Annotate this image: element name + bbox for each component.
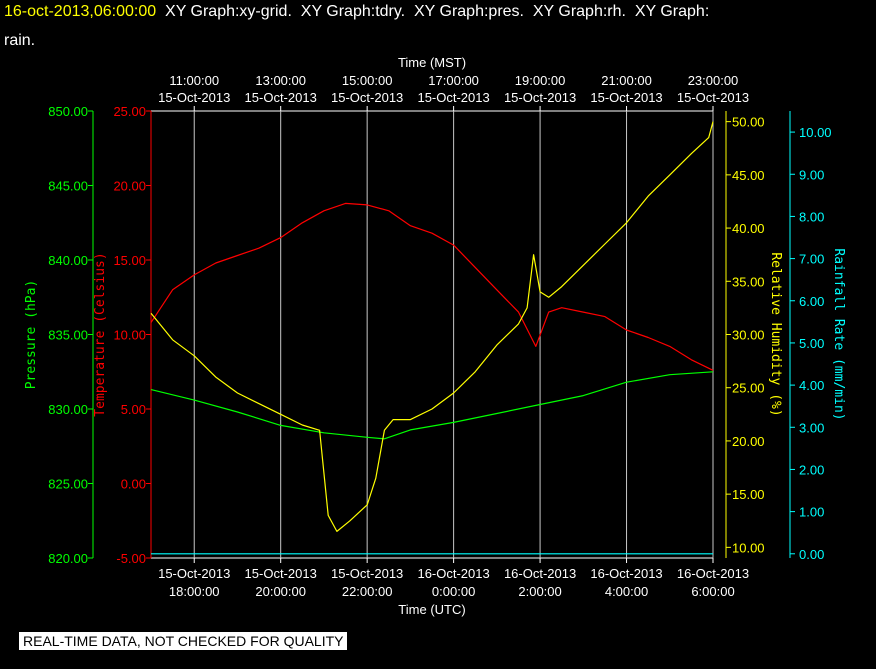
y-tick-label-rain: 8.00: [799, 209, 824, 224]
top-tick-label-date: 15-Oct-2013: [677, 90, 749, 105]
top-tick-label-date: 15-Oct-2013: [331, 90, 403, 105]
top-tick-label-time: 21:00:00: [601, 73, 652, 88]
y-tick-label-tdry: -5.00: [116, 551, 146, 566]
bottom-tick-label-date: 16-Oct-2013: [677, 566, 749, 581]
series-line-pres: [150, 371, 714, 440]
y-tick-label-pres: 825.00: [48, 477, 88, 492]
y-tick-label-tdry: 5.00: [121, 402, 146, 417]
y-tick-label-tdry: 15.00: [113, 253, 146, 268]
top-tick-label-time: 15:00:00: [342, 73, 393, 88]
chart-title: 16-oct-2013,06:00:00 XY Graph:xy-grid. X…: [4, 3, 709, 21]
top-tick-label-date: 15-Oct-2013: [158, 90, 230, 105]
y-tick-label-rh: 40.00: [732, 221, 765, 236]
chart-title-line2: rain.: [4, 32, 36, 49]
y-tick-label-pres: 820.00: [48, 551, 88, 566]
y-tick-label-rain: 0.00: [799, 547, 824, 562]
y-tick-label-rh: 30.00: [732, 328, 765, 343]
quality-disclaimer: REAL-TIME DATA, NOT CHECKED FOR QUALITY: [19, 632, 348, 650]
y-tick-label-rh: 35.00: [732, 274, 765, 289]
y-tick-label-pres: 845.00: [48, 179, 88, 194]
y-tick-label-rh: 15.00: [732, 487, 765, 502]
bottom-tick-label-date: 15-Oct-2013: [331, 566, 403, 581]
y-tick-label-tdry: 25.00: [113, 104, 146, 119]
title-graph-list: XY Graph:xy-grid. XY Graph:tdry. XY Grap…: [156, 3, 710, 20]
bottom-axis-label: Time (UTC): [398, 602, 465, 617]
top-tick-label-date: 15-Oct-2013: [590, 90, 662, 105]
y-tick-label-rain: 5.00: [799, 336, 824, 351]
bottom-tick-label-time: 2:00:00: [518, 584, 561, 599]
series-line-tdry: [150, 202, 714, 371]
y-tick-label-rain: 3.00: [799, 420, 824, 435]
series-line-rh: [150, 121, 714, 533]
bottom-tick-label-date: 15-Oct-2013: [245, 566, 317, 581]
bottom-tick-label-date: 16-Oct-2013: [590, 566, 662, 581]
y-tick-label-pres: 850.00: [48, 104, 88, 119]
y-tick-label-tdry: 0.00: [121, 477, 146, 492]
top-tick-label-time: 11:00:00: [169, 73, 219, 88]
bottom-tick-label-time: 20:00:00: [255, 584, 306, 599]
y-axis-title-rh: Relative Humidity (%): [768, 252, 783, 416]
y-tick-label-rain: 2.00: [799, 462, 824, 477]
top-axis-label: Time (MST): [398, 55, 466, 70]
top-tick-label-time: 17:00:00: [428, 73, 479, 88]
y-tick-label-pres: 835.00: [48, 328, 88, 343]
bottom-tick-label-time: 18:00:00: [169, 584, 220, 599]
top-tick-label-time: 19:00:00: [515, 73, 566, 88]
y-tick-label-rain: 9.00: [799, 167, 824, 182]
title-timestamp: 16-oct-2013,06:00:00: [4, 3, 157, 20]
plot-area: [150, 110, 714, 559]
y-tick-label-rain: 7.00: [799, 252, 824, 267]
top-tick-label-date: 15-Oct-2013: [245, 90, 317, 105]
y-tick-label-rain: 4.00: [799, 378, 824, 393]
bottom-tick-label-time: 6:00:00: [691, 584, 734, 599]
y-axis-title-rain: Rainfall Rate (mm/min): [831, 248, 846, 420]
y-tick-label-rh: 25.00: [732, 381, 765, 396]
y-axis-title-pres: Pressure (hPa): [24, 280, 39, 390]
y-tick-label-rh: 45.00: [732, 168, 765, 183]
y-tick-label-pres: 830.00: [48, 402, 88, 417]
y-tick-label-rh: 20.00: [732, 434, 765, 449]
y-tick-label-rain: 10.00: [799, 125, 832, 140]
y-tick-label-rh: 50.00: [732, 115, 765, 130]
top-tick-label-date: 15-Oct-2013: [417, 90, 489, 105]
top-tick-label-date: 15-Oct-2013: [504, 90, 576, 105]
bottom-tick-label-date: 16-Oct-2013: [417, 566, 489, 581]
y-tick-label-rain: 6.00: [799, 294, 824, 309]
y-tick-label-tdry: 20.00: [113, 179, 146, 194]
y-tick-label-tdry: 10.00: [113, 328, 146, 343]
bottom-tick-label-date: 16-Oct-2013: [504, 566, 576, 581]
top-tick-label-time: 23:00:00: [688, 73, 739, 88]
top-tick-label-time: 13:00:00: [255, 73, 306, 88]
y-tick-label-pres: 840.00: [48, 253, 88, 268]
bottom-tick-label-date: 15-Oct-2013: [158, 566, 230, 581]
y-axis-title-tdry: Temperature (Celsius): [93, 252, 108, 416]
y-tick-label-rain: 1.00: [799, 505, 824, 520]
bottom-tick-label-time: 0:00:00: [432, 584, 475, 599]
y-tick-label-rh: 10.00: [732, 540, 765, 555]
bottom-tick-label-time: 22:00:00: [342, 584, 393, 599]
bottom-tick-label-time: 4:00:00: [605, 584, 648, 599]
